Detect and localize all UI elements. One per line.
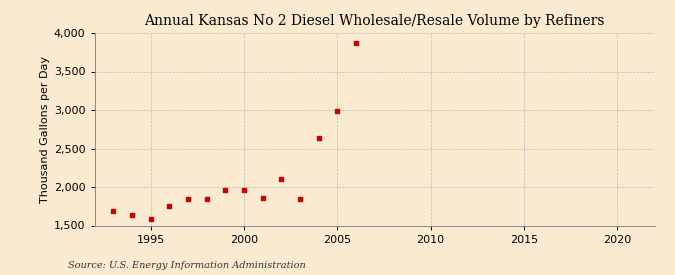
Text: Source: U.S. Energy Information Administration: Source: U.S. Energy Information Administ… <box>68 260 305 270</box>
Title: Annual Kansas No 2 Diesel Wholesale/Resale Volume by Refiners: Annual Kansas No 2 Diesel Wholesale/Resa… <box>144 14 605 28</box>
Y-axis label: Thousand Gallons per Day: Thousand Gallons per Day <box>40 56 50 203</box>
